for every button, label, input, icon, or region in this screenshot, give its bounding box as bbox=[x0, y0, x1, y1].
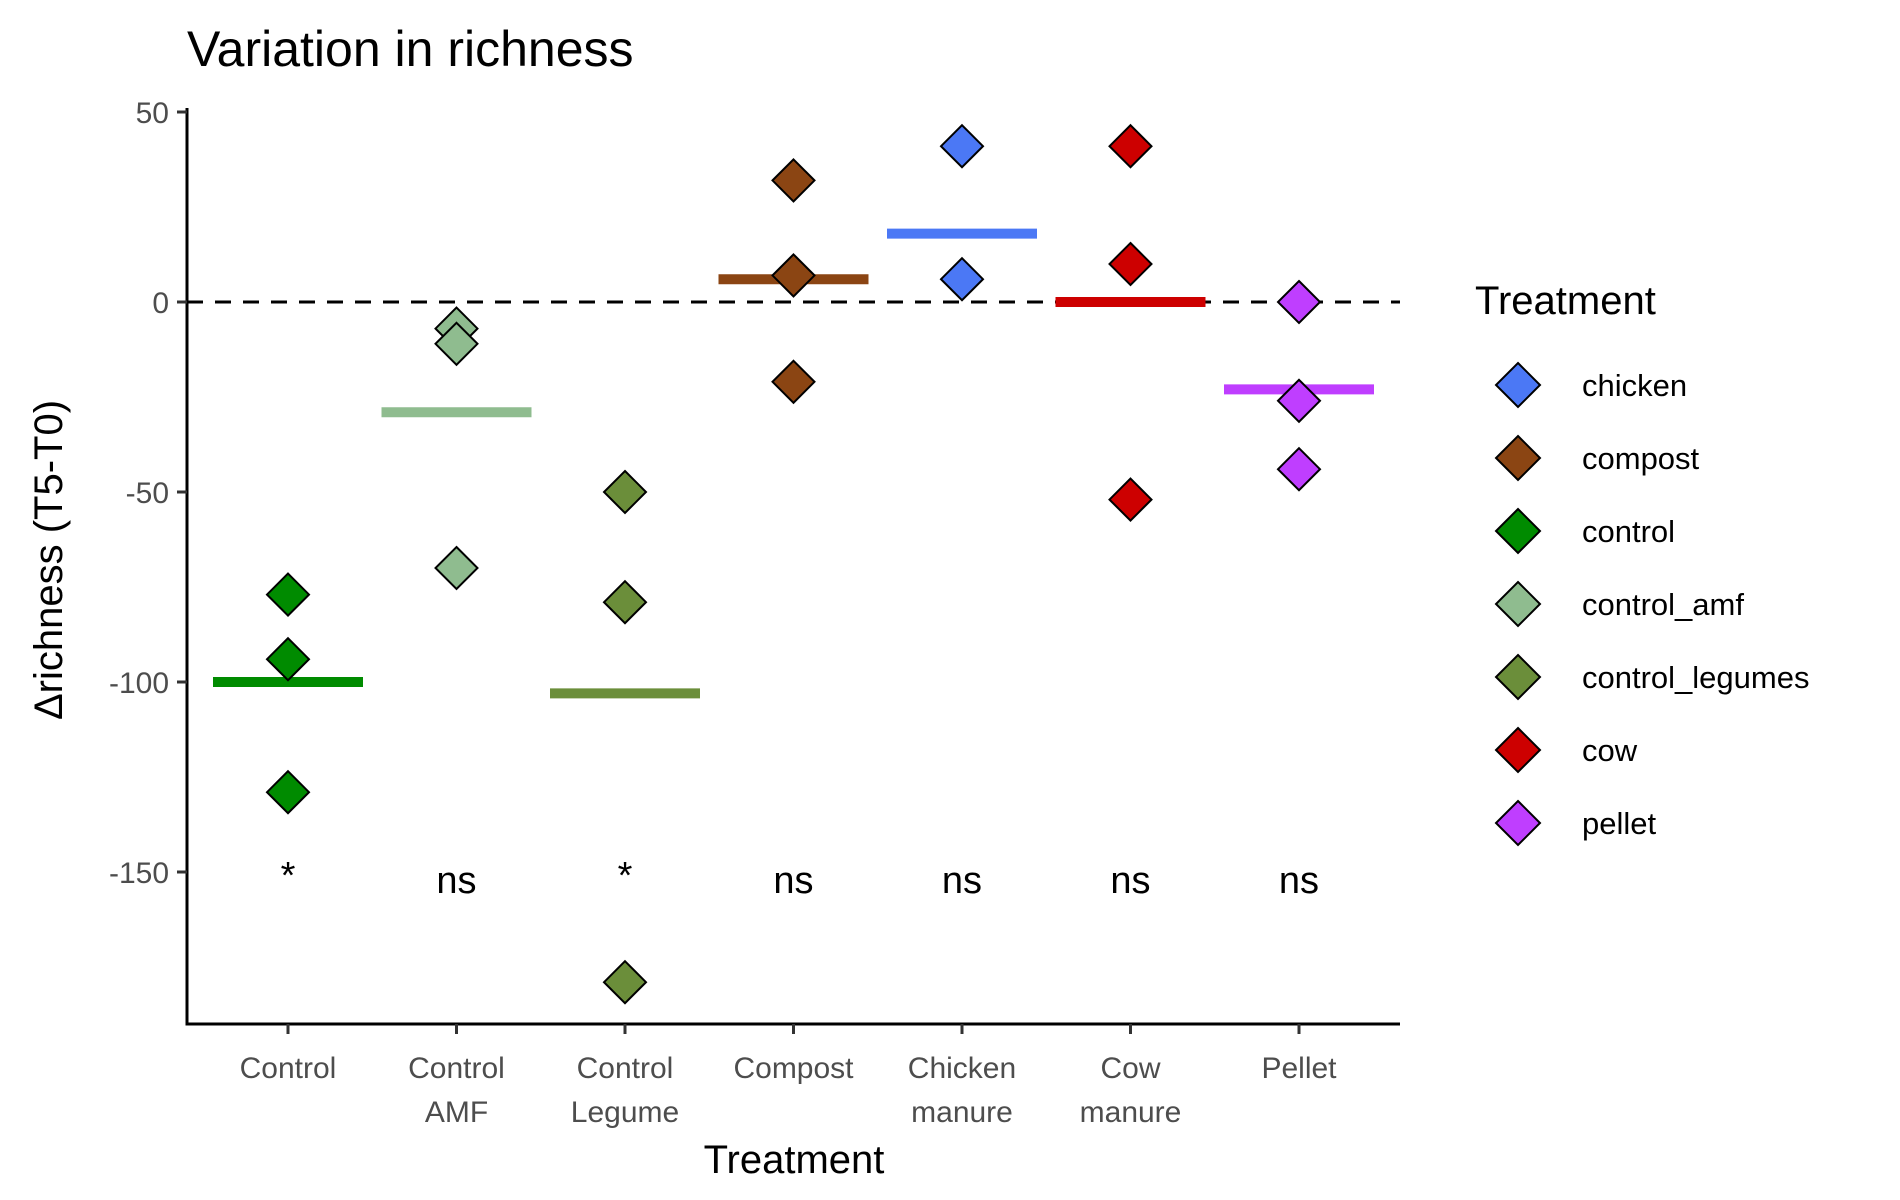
x-tick-label: Chicken bbox=[908, 1052, 1016, 1085]
significance-label: ns bbox=[1279, 860, 1319, 902]
data-point bbox=[265, 636, 311, 682]
legend-label: compost bbox=[1582, 441, 1700, 476]
data-point bbox=[939, 123, 985, 169]
x-tick-label: Control bbox=[240, 1052, 337, 1085]
legend-key bbox=[1494, 361, 1542, 409]
legend-key bbox=[1494, 434, 1542, 482]
data-point bbox=[1276, 279, 1322, 325]
legend-key bbox=[1494, 507, 1542, 555]
y-tick-label: 0 bbox=[152, 287, 169, 320]
plot-area: 50 0 -50 -100 -150 Control * Control AMF ns Contro… bbox=[109, 97, 1400, 1129]
data-point bbox=[265, 572, 311, 618]
legend-label: control_legumes bbox=[1582, 660, 1809, 695]
x-tick-label: Legume bbox=[571, 1096, 679, 1129]
y-tick-label: -150 bbox=[109, 857, 169, 890]
significance-label: ns bbox=[773, 860, 813, 902]
significance-label: * bbox=[618, 855, 633, 897]
data-point bbox=[771, 157, 816, 203]
data-point bbox=[602, 579, 648, 625]
legend-key bbox=[1494, 726, 1542, 774]
legend-label: chicken bbox=[1582, 368, 1687, 403]
x-tick-label: Cow bbox=[1100, 1052, 1160, 1085]
legend-key bbox=[1494, 653, 1542, 701]
legend-title: Treatment bbox=[1475, 279, 1656, 323]
significance-label: ns bbox=[1110, 860, 1150, 902]
y-tick-label: 50 bbox=[136, 97, 169, 130]
data-point bbox=[1276, 446, 1322, 492]
legend-key bbox=[1494, 580, 1542, 628]
data-point bbox=[434, 321, 479, 367]
legend: Treatment chicken compost control control_a… bbox=[1475, 279, 1809, 847]
significance-label: ns bbox=[436, 860, 476, 902]
significance-label: ns bbox=[942, 860, 982, 902]
legend-key bbox=[1494, 799, 1542, 847]
x-tick-label: Compost bbox=[733, 1052, 854, 1085]
x-axis-title: Treatment bbox=[704, 1138, 885, 1182]
y-tick-label: -100 bbox=[109, 667, 169, 700]
x-tick-label: manure bbox=[1080, 1096, 1182, 1129]
data-point bbox=[434, 545, 479, 591]
data-point bbox=[1108, 477, 1153, 523]
legend-label: control bbox=[1582, 514, 1675, 549]
significance-label: * bbox=[281, 855, 296, 897]
chart-title: Variation in richness bbox=[187, 21, 634, 77]
data-point bbox=[771, 252, 816, 298]
y-tick-label: -50 bbox=[126, 477, 169, 510]
y-axis-title: Δrichness (T5-T0) bbox=[27, 400, 71, 720]
data-point bbox=[265, 769, 311, 815]
data-point bbox=[1108, 241, 1153, 287]
data-point bbox=[771, 359, 816, 405]
x-tick-label: Control bbox=[577, 1052, 674, 1085]
x-tick-label: Control bbox=[408, 1052, 505, 1085]
legend-label: cow bbox=[1582, 733, 1638, 768]
legend-label: control_amf bbox=[1582, 587, 1744, 622]
data-point bbox=[939, 256, 985, 302]
x-tick-label: manure bbox=[911, 1096, 1013, 1129]
data-point bbox=[1108, 123, 1153, 169]
data-point bbox=[602, 469, 648, 515]
x-tick-label: Pellet bbox=[1261, 1052, 1337, 1085]
x-tick-label: AMF bbox=[425, 1096, 488, 1129]
data-point bbox=[1276, 378, 1322, 424]
data-point bbox=[602, 959, 648, 1005]
legend-label: pellet bbox=[1582, 806, 1656, 841]
